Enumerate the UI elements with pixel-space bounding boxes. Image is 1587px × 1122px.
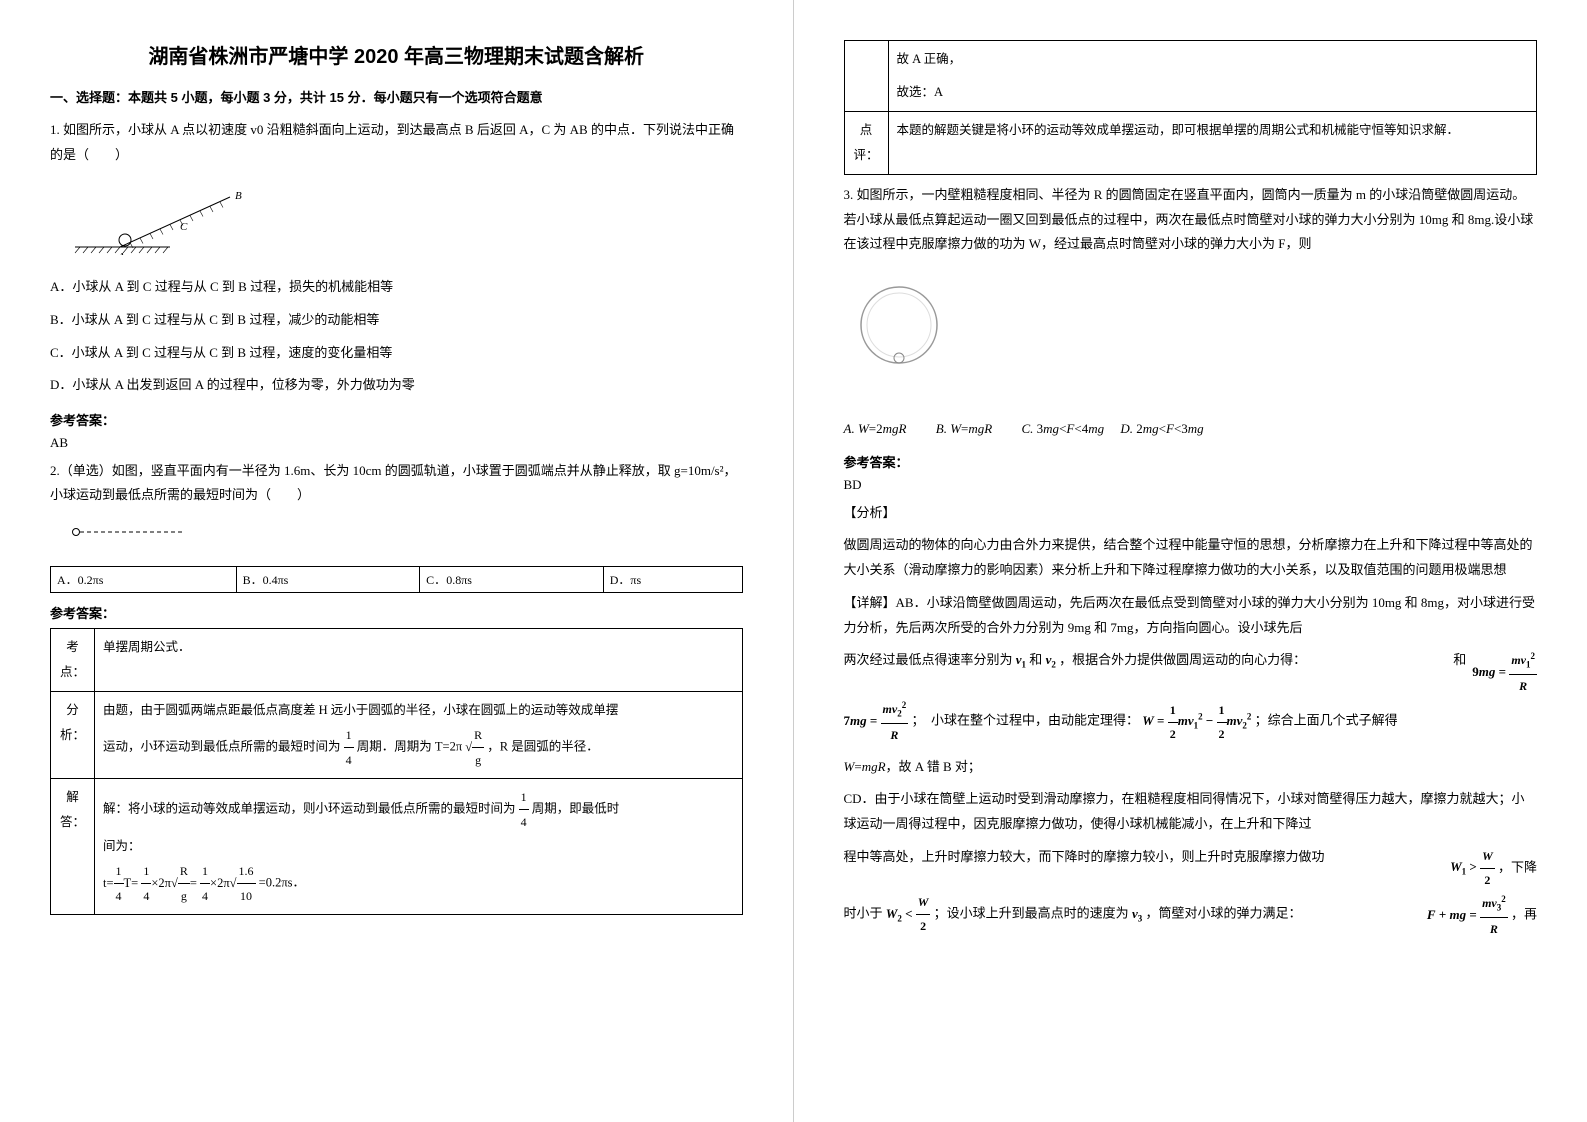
q3-detail-7: 时小于 W2 < W2 ；设小球上升到最高点时的速度为 v3 ，筒壁对小球的弹力… (844, 891, 1538, 938)
section-1-title: 一、选择题：本题共 5 小题，每小题 3 分，共计 15 分．每小题只有一个选项… (50, 87, 743, 106)
svg-text:B: B (235, 190, 242, 202)
svg-text:C: C (180, 221, 188, 233)
dianping-text: 本题的解题关键是将小环的运动等效成单摆运动，即可根据单摆的周期公式和机械能守恒等… (888, 112, 1537, 175)
q3-answer-label: 参考答案： (844, 452, 1538, 471)
q3-detail-2: 两次经过最低点得速率分别为 v1 和 v2 ，根据合外力提供做圆周运动的向心力得… (844, 648, 1538, 674)
detail-2d: 和 (1453, 648, 1466, 673)
detail-2a: 两次经过最低点得速率分别为 (844, 652, 1013, 667)
fenxi-label: 分析： (51, 692, 95, 779)
cont-empty-1 (844, 41, 888, 112)
fenxi-line2b: 周期．周期为 T=2π (357, 740, 462, 754)
formula-W: W = 12mv12 − 12mv22 (1142, 713, 1254, 728)
kaodian-label: 考点： (51, 629, 95, 692)
formula-9mg: 9mg = mv12R (1472, 648, 1537, 697)
cont-row1: 故 A 正确， 故选：A (888, 41, 1537, 112)
q3-stem: 3. 如图所示，一内壁粗糙程度相同、半径为 R 的圆筒固定在竖直平面内，圆筒内一… (844, 183, 1538, 257)
q3-answer: BD (844, 477, 1538, 493)
q3-detail-6: 程中等高处，上升时摩擦力较大，而下降时的摩擦力较小，则上升时克服摩擦力做功 W1… (844, 845, 1538, 870)
frac-1-4: 14 (344, 723, 354, 772)
q1-opt-a: A．小球从 A 到 C 过程与从 C 到 B 过程，损失的机械能相等 (50, 273, 743, 302)
frac-1-4-b: 14 (519, 785, 529, 834)
cont-row2-text: 故选：A (897, 80, 1529, 105)
detail-7d: ，再 (1511, 907, 1537, 922)
fenxi-line2a: 运动，小环运动到最低点所需的最短时间为 (103, 740, 341, 754)
q2-opt-c: C．0.8πs (420, 567, 604, 593)
q3-diagram (854, 275, 954, 395)
q1-stem: 1. 如图所示，小球从 A 点以初速度 v0 沿粗糙斜面向上运动，到达最高点 B… (50, 118, 743, 167)
jieda-1b: 周期，即最低时 (532, 802, 620, 816)
q3-detail-5: CD．由于小球在筒壁上运动时受到滑动摩擦力，在粗糙程度相同得情况下，小球对筒壁得… (844, 787, 1538, 836)
detail-6a: 程中等高处，上升时摩擦力较大，而下降时的摩擦力较小，则上升时克服摩擦力做功 (844, 849, 1325, 864)
q2-options-table: A．0.2πs B．0.4πs C．0.8πs D．πs (50, 566, 743, 593)
cont-row1-text: 故 A 正确， (897, 47, 1529, 72)
detail-7b: ；设小球上升到最高点时的速度为 (934, 906, 1129, 921)
q3-detail-4: W=mgR，故 A 错 B 对； (844, 755, 1538, 780)
q2-cont-table: 故 A 正确， 故选：A 点评： 本题的解题关键是将小环的运动等效成单摆运动，即… (844, 40, 1538, 175)
q2-answer-label: 参考答案： (50, 603, 743, 622)
detail-7a: 时小于 (844, 906, 883, 921)
q1-opt-d: D．小球从 A 出发到返回 A 的过程中，位移为零，外力做功为零 (50, 371, 743, 400)
q2-diagram (70, 526, 190, 546)
detail-2b: 和 (1029, 652, 1042, 667)
q3-detail-3: 7mg = mv22R ； 小球在整个过程中，由动能定理得： W = 12mv1… (844, 697, 1538, 746)
detail-2c: ，根据合外力提供做圆周运动的向心力得： (1059, 652, 1306, 667)
q3-options: A. W=2mgR B. W=mgR C. 3mg<F<4mg D. 2mg<F… (844, 417, 1538, 442)
formula-W2: W2 < W2 (886, 906, 934, 921)
detail-7c: ，筒壁对小球的弹力满足： (1145, 906, 1301, 921)
detail-3b: ；综合上面几个式子解得 (1255, 713, 1398, 728)
fenxi-line2c: ，R 是圆弧的半径． (487, 740, 598, 754)
jieda-formula: t=14T= 14×2π√Rg= 14×2π√1.610 (103, 876, 259, 890)
q2-opt-a: A．0.2πs (51, 567, 237, 593)
q2-analysis-table: 考点： 单摆周期公式． 分析： 由题，由于圆弧两端点距最低点高度差 H 远小于圆… (50, 628, 743, 915)
sqrt-r-g: √Rg (465, 740, 484, 754)
jieda-1a: 解：将小球的运动等效成单摆运动，则小环运动到最低点所需的最短时间为 (103, 802, 516, 816)
xiangjie-label: 【详解】 (844, 595, 896, 610)
fenxi-text: 由题，由于圆弧两端点距最低点高度差 H 远小于圆弧的半径，小球在圆弧上的运动等效… (95, 692, 743, 779)
page-left: 湖南省株洲市严塘中学 2020 年高三物理期末试题含解析 一、选择题：本题共 5… (0, 0, 794, 1122)
jieda-label: 解答： (51, 779, 95, 915)
q1-opt-c: C．小球从 A 到 C 过程与从 C 到 B 过程，速度的变化量相等 (50, 339, 743, 368)
q1-answer-label: 参考答案： (50, 410, 743, 429)
q2-opt-b: B．0.4πs (236, 567, 420, 593)
formula-W1: W1 > W2 ，下降 (1450, 845, 1537, 892)
q1-answer: AB (50, 435, 743, 451)
q1-diagram: A B C (70, 185, 250, 255)
formula-7mg: 7mg = mv22R (844, 713, 912, 728)
q1-opt-b: B．小球从 A 到 C 过程与从 C 到 B 过程，减少的动能相等 (50, 306, 743, 335)
dianping-label: 点评： (844, 112, 888, 175)
formula-Fmg: F + mg = mv32R ，再 (1427, 891, 1537, 940)
detail-6b: ，下降 (1498, 859, 1537, 874)
svg-text:A: A (117, 251, 125, 255)
jieda-3: =0.2πs． (259, 876, 305, 890)
detail-1: AB．小球沿筒壁做圆周运动，先后两次在最低点受到筒壁对小球的弹力大小分别为 10… (844, 595, 1536, 635)
q3-fenxi: 做圆周运动的物体的向心力由合外力来提供，结合整个过程中能量守恒的思想，分析摩擦力… (844, 533, 1538, 582)
q3-fenxi-label: 【分析】 (844, 501, 1538, 526)
fenxi-line1: 由题，由于圆弧两端点距最低点高度差 H 远小于圆弧的半径，小球在圆弧上的运动等效… (103, 703, 618, 717)
jieda-text: 解：将小球的运动等效成单摆运动，则小环运动到最低点所需的最短时间为 14 周期，… (95, 779, 743, 915)
kaodian-text: 单摆周期公式． (95, 629, 743, 692)
page-right: 故 A 正确， 故选：A 点评： 本题的解题关键是将小环的运动等效成单摆运动，即… (794, 0, 1587, 1122)
q2-stem: 2.（单选）如图，竖直平面内有一半径为 1.6m、长为 10cm 的圆弧轨道，小… (50, 459, 743, 508)
detail-3a: ； 小球在整个过程中，由动能定理得： (911, 713, 1139, 728)
jieda-2: 间为： (103, 839, 141, 853)
q2-opt-d: D．πs (603, 567, 742, 593)
doc-title: 湖南省株洲市严塘中学 2020 年高三物理期末试题含解析 (50, 40, 743, 69)
q3-detail: 【详解】AB．小球沿筒壁做圆周运动，先后两次在最低点受到筒壁对小球的弹力大小分别… (844, 591, 1538, 640)
